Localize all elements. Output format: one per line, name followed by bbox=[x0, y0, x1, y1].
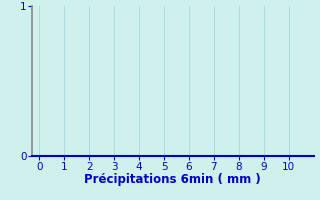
X-axis label: Précipitations 6min ( mm ): Précipitations 6min ( mm ) bbox=[84, 173, 261, 186]
